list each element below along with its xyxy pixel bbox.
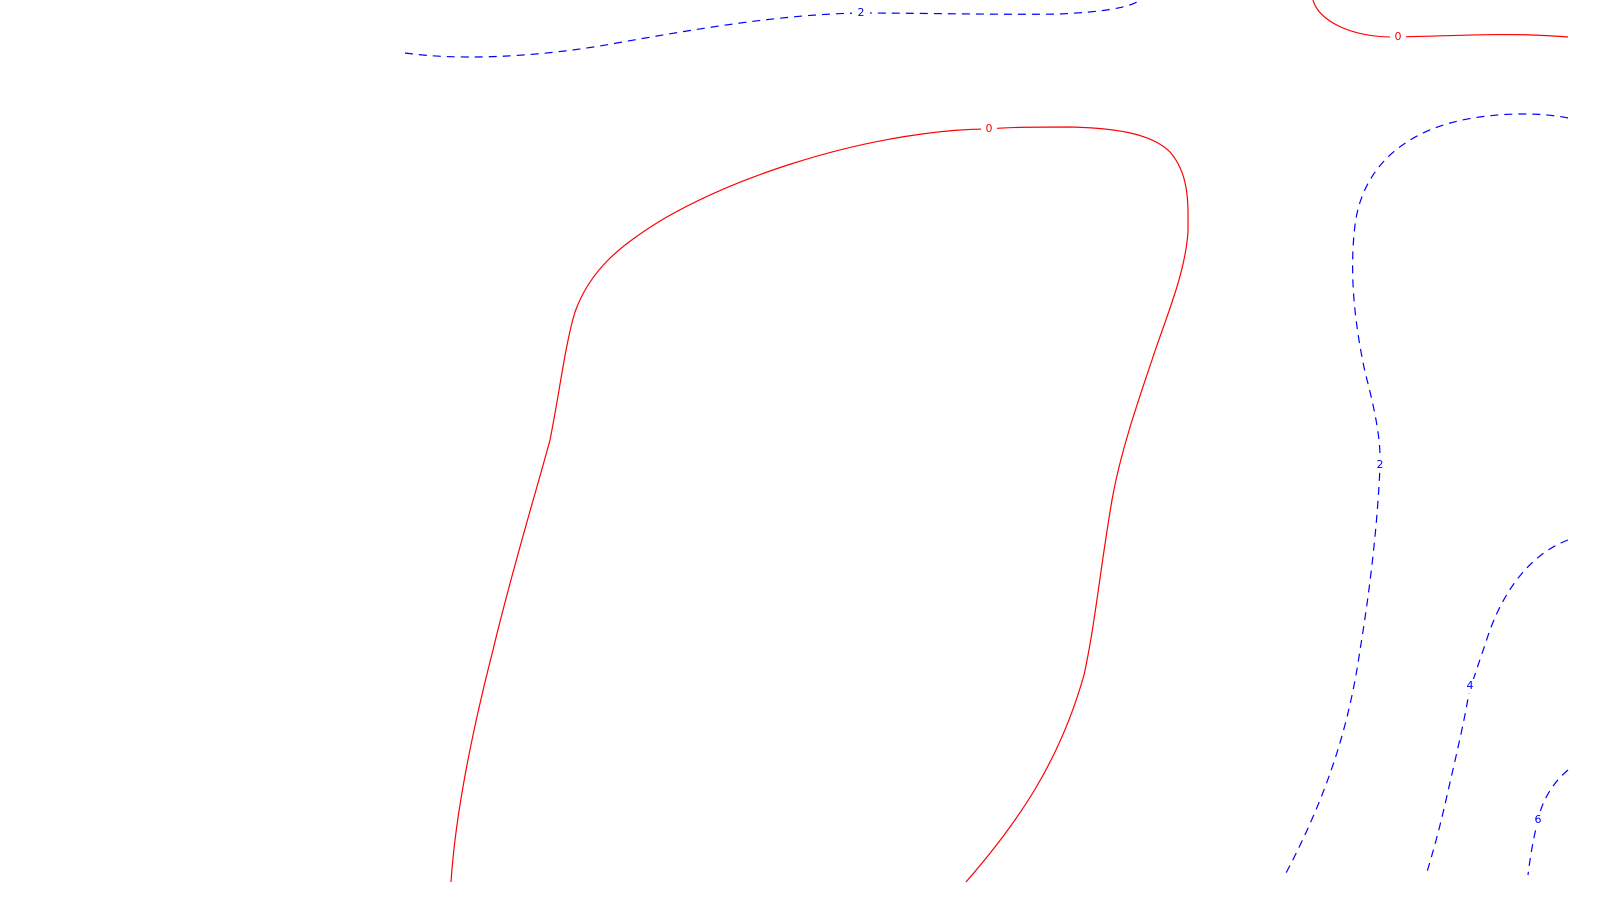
contour-level-4-right: 4 <box>1426 539 1569 873</box>
contour-line-0-main <box>450 126 1189 883</box>
contour-level-0-main: 0 <box>450 122 1189 883</box>
contour-label-2-right: 2 <box>1377 458 1384 471</box>
contour-line-0-top-right <box>1312 0 1569 38</box>
contour-level-2-right: 2 <box>1284 113 1569 876</box>
contour-level-2-top: 2 <box>404 0 1141 58</box>
contour-label-4-right: 4 <box>1467 679 1474 692</box>
contour-level-0-top-right: 0 <box>1312 0 1569 44</box>
contour-label-2-top: 2 <box>858 6 865 19</box>
contour-line-2-right <box>1284 113 1569 876</box>
contour-label-0-top-right: 0 <box>1395 30 1402 43</box>
contour-label-0-main: 0 <box>986 122 993 135</box>
contour-label-6-right: 6 <box>1535 813 1542 826</box>
contour-level-6-right: 6 <box>1527 769 1569 876</box>
contour-line-2-top <box>404 0 1141 58</box>
contour-line-4-right <box>1426 539 1569 873</box>
